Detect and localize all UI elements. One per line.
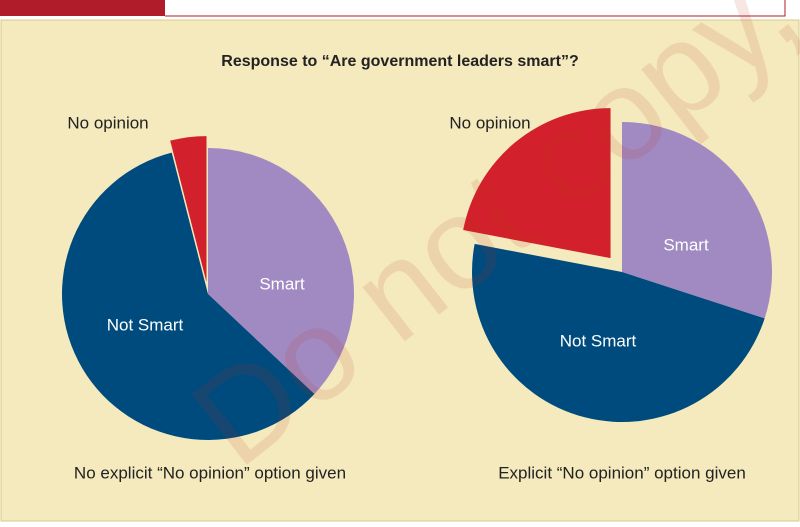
pies: Smart Not Smart No opinion No explicit “No … [62,108,772,482]
slice-label: Smart [663,235,709,254]
slice-label: No opinion [449,113,530,132]
pie-slice [62,152,315,440]
header-bar [0,0,165,16]
pie-slice [463,108,611,259]
pie-caption: No explicit “No opinion” option given [74,463,346,482]
header-frame [165,0,786,17]
pie-caption: Explicit “No opinion” option given [498,463,746,482]
pie-slice [208,148,354,394]
slice-label: Smart [259,274,305,293]
pie-slice [622,122,772,319]
slice-label: Not Smart [107,315,184,334]
slice-label: Not Smart [560,331,637,350]
slice-label: No opinion [67,113,148,132]
pie-slice [472,243,765,422]
chart-title: Response to “Are government leaders smar… [221,53,578,70]
pie-slice [170,136,207,283]
